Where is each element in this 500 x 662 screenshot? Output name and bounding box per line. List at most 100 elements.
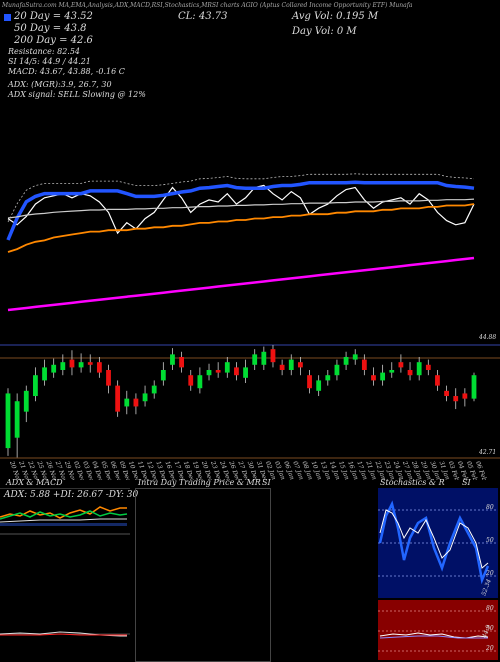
intraday-title-suffix: SI — [262, 478, 271, 487]
candle — [42, 359, 47, 386]
candle — [288, 354, 294, 376]
candle-body — [389, 369, 395, 373]
candle-body — [206, 369, 212, 376]
stoch-tick-20: 20 — [486, 570, 494, 577]
candle — [96, 356, 102, 378]
candle — [361, 354, 367, 376]
candle-layer — [5, 345, 477, 458]
candle-body — [334, 364, 340, 376]
candle-body — [307, 375, 312, 389]
candle — [462, 388, 468, 407]
adx-macd-title: ADX & MACD — [6, 478, 63, 487]
candle-body — [352, 354, 358, 360]
candle — [197, 367, 203, 394]
ma-line-200-day — [7, 256, 475, 312]
ma-line-dotted — [7, 173, 475, 223]
candle-body — [270, 349, 276, 363]
candle — [307, 369, 312, 394]
candle — [252, 349, 258, 370]
candle — [270, 345, 276, 368]
stoch-svg — [378, 500, 498, 652]
candle-body — [160, 369, 166, 381]
resistance-label: Resistance: 82.54 — [8, 47, 81, 56]
ma20-legend-swatch — [4, 14, 11, 21]
candle-body — [151, 385, 157, 394]
candle — [23, 385, 29, 423]
rsi-tick-20: 20 — [486, 645, 494, 652]
macd-label: MACD: 43.67, 43.88, -0.16 C — [8, 67, 125, 76]
candle-body — [124, 398, 130, 407]
close-price: CL: 43.73 — [178, 11, 228, 22]
candle-body — [14, 401, 20, 438]
candle-body — [297, 362, 303, 368]
candle — [151, 380, 157, 399]
candle — [316, 375, 322, 397]
candle — [142, 385, 148, 407]
si-label: SI 14/5: 44.9 / 44.21 — [8, 57, 91, 66]
site-title: MunafaSutra.com MA,EMA,Analysis,ADX,MACD… — [2, 2, 413, 9]
candle — [106, 364, 111, 394]
candle-body — [115, 385, 121, 412]
candle-body — [398, 362, 404, 368]
rsi-tick-80: 80 — [486, 605, 494, 612]
candle-body — [142, 393, 148, 402]
stoch-panel: 80 50 20 52.34 80 50 20 44.9 — [378, 488, 500, 660]
candle-body — [453, 396, 459, 402]
candle-body — [188, 375, 194, 386]
candle — [334, 359, 340, 381]
candle — [160, 362, 166, 386]
candle-body — [279, 364, 285, 370]
candle — [133, 393, 139, 415]
candle — [234, 362, 239, 381]
stoch-tick-50: 50 — [486, 537, 494, 544]
candle — [33, 367, 38, 402]
candle-body — [78, 362, 84, 368]
candle — [188, 369, 194, 391]
adx-macd-svg — [0, 506, 130, 637]
candle — [170, 348, 175, 370]
candle — [453, 388, 459, 410]
candle-body — [252, 354, 258, 365]
candle — [389, 362, 395, 378]
candle-body — [179, 356, 185, 368]
candle — [5, 388, 11, 456]
candle — [325, 369, 331, 386]
candle — [87, 354, 93, 373]
ma200-label: 200 Day = 42.6 — [14, 35, 93, 46]
candle-body — [288, 359, 294, 370]
candle — [343, 351, 349, 370]
candle-body — [343, 356, 349, 365]
candle — [261, 346, 267, 370]
stoch-title: Stochastics & R — [380, 478, 445, 487]
close-price-line — [7, 184, 475, 235]
candle — [206, 363, 212, 381]
candle-body — [371, 375, 376, 381]
candle-body — [234, 367, 239, 376]
candle-body — [96, 362, 102, 373]
candle — [371, 367, 376, 386]
candle-body — [462, 393, 468, 399]
candle — [60, 354, 66, 376]
ma-line-50-day — [7, 198, 475, 219]
candle — [78, 353, 84, 373]
candle-body — [106, 369, 111, 386]
adx-macd-panel: ADX: 5.88 +DI: 26.67 -DY: 30 — [0, 488, 138, 661]
price-axis-top: 44.88 — [479, 334, 497, 341]
candle-body — [5, 393, 11, 449]
candle — [297, 356, 303, 376]
rsi-tick-50: 50 — [486, 625, 494, 632]
adx-signal: ADX signal: SELL Slowing @ 12% — [8, 90, 146, 99]
candle — [444, 385, 449, 402]
candle — [179, 351, 185, 373]
moving-average-layer — [6, 173, 475, 312]
candle-body — [435, 375, 440, 386]
candle-body — [69, 359, 75, 368]
candle-body — [425, 364, 431, 370]
stoch-title-suffix: SI — [462, 478, 471, 487]
candle-body — [23, 390, 29, 412]
ma-line-20-day — [6, 180, 475, 241]
candle-body — [261, 351, 267, 365]
ma50-label: 50 Day = 43.8 — [14, 23, 87, 34]
